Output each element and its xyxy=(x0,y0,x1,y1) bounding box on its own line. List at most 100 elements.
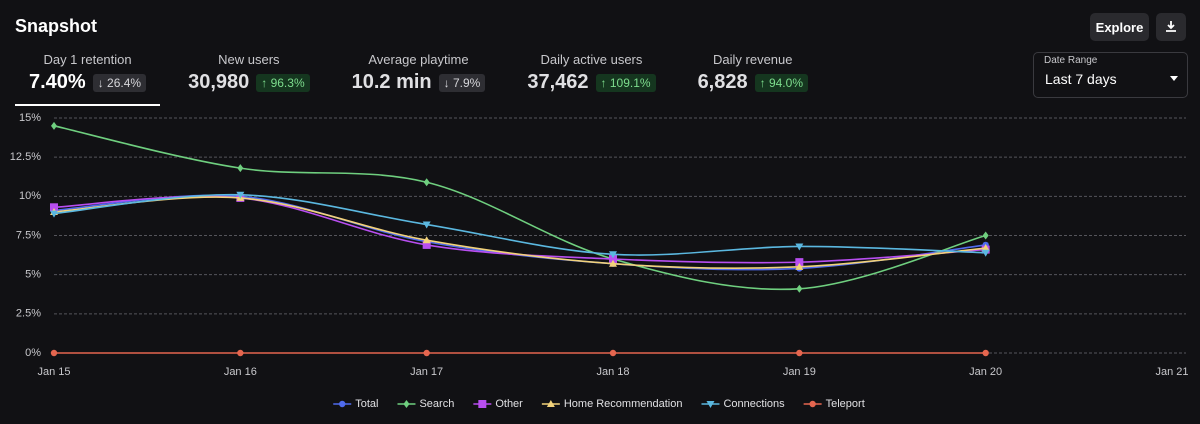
metric-value: 37,462 xyxy=(527,71,589,93)
point xyxy=(610,255,616,263)
metric-label: Daily revenue xyxy=(713,52,793,67)
point xyxy=(981,249,990,257)
x-tick-label: Jan 20 xyxy=(969,366,1002,378)
point xyxy=(51,121,57,130)
series-line xyxy=(53,193,986,256)
legend-marker xyxy=(403,400,410,408)
series-line xyxy=(53,196,986,269)
point xyxy=(795,243,804,251)
metric-label: Average playtime xyxy=(368,52,469,67)
date-range-select[interactable]: Date Range Last 7 days xyxy=(1033,52,1188,98)
caret xyxy=(1170,76,1178,81)
point xyxy=(237,349,244,357)
metrics: Day 1 retention 7.40% ↓ 26.4% New users 30,9… xyxy=(15,52,822,106)
point xyxy=(609,349,617,357)
point xyxy=(982,241,989,249)
metric-card[interactable]: Daily active users 37,462 ↑ 109.1% xyxy=(513,52,669,106)
point xyxy=(795,262,804,270)
metric-card[interactable]: Daily revenue 6,828 ↑ 94.0% xyxy=(684,52,822,106)
page-title: Snapshot xyxy=(15,16,98,36)
y-tick-label: 0% xyxy=(25,347,41,359)
legend-marker xyxy=(339,400,346,408)
legend-label: Total xyxy=(355,398,378,410)
point xyxy=(423,178,430,187)
metric-label: Daily active users xyxy=(540,52,643,67)
legend-label: Connections xyxy=(723,398,785,410)
metric-change: ↓ 7.9% xyxy=(438,73,486,92)
y-tick-label: 12.5% xyxy=(10,151,41,163)
legend-label: Other xyxy=(495,398,523,410)
date-range-value: Last 7 days xyxy=(1045,71,1117,87)
legend-marker xyxy=(546,400,555,407)
metric-row: 7.40% ↓ 26.4% xyxy=(15,71,160,94)
x-tick-label: Jan 18 xyxy=(596,366,629,378)
point xyxy=(422,236,431,244)
metric-row: 30,980 ↑ 96.3% xyxy=(174,71,324,94)
x-tick-label: Jan 17 xyxy=(410,366,443,378)
metric-row: 10.2 min ↓ 7.9% xyxy=(338,71,500,94)
metric-card[interactable]: New users 30,980 ↑ 96.3% xyxy=(174,52,324,106)
metric-value: 30,980 xyxy=(188,71,250,93)
download-icon xyxy=(1166,21,1176,32)
point xyxy=(796,265,803,272)
point xyxy=(50,203,58,212)
x-tick-label: Jan 16 xyxy=(224,366,257,378)
point xyxy=(981,245,990,254)
point xyxy=(237,164,244,173)
y-tick-label: 10% xyxy=(19,190,41,202)
point xyxy=(50,349,58,357)
y-tick-label: 15% xyxy=(19,112,41,124)
point xyxy=(796,349,803,357)
metric-label: New users xyxy=(218,52,280,67)
y-tick-label: 7.5% xyxy=(16,229,41,241)
metric-row: 6,828 ↑ 94.0% xyxy=(684,71,822,94)
point xyxy=(236,193,245,201)
legend-label: Home Recommendation xyxy=(564,398,683,410)
metric-change: ↓ 26.4% xyxy=(92,73,147,92)
legend-marker xyxy=(478,400,487,408)
point xyxy=(796,284,803,293)
point xyxy=(50,208,58,215)
point xyxy=(609,260,617,267)
series-line xyxy=(53,125,986,291)
y-tick-label: 5% xyxy=(25,269,41,281)
point xyxy=(609,255,617,263)
point xyxy=(236,191,245,199)
legend-marker xyxy=(809,400,816,408)
legend-label: Search xyxy=(419,398,454,410)
metric-change: ↑ 109.1% xyxy=(595,73,656,92)
point xyxy=(236,193,245,202)
point xyxy=(423,238,430,245)
metric-label: Day 1 retention xyxy=(43,52,132,67)
point xyxy=(795,258,804,267)
point xyxy=(423,349,430,357)
x-tick-label: Jan 21 xyxy=(1155,366,1188,378)
metric-value: 10.2 min xyxy=(351,71,432,93)
metric-row: 37,462 ↑ 109.1% xyxy=(513,71,669,94)
series-line xyxy=(53,194,986,271)
metric-card[interactable]: Average playtime 10.2 min ↓ 7.9% xyxy=(338,52,500,106)
download-button[interactable] xyxy=(1156,13,1186,41)
explore-button[interactable]: Explore xyxy=(1090,13,1149,41)
y-tick-label: 2.5% xyxy=(16,308,41,320)
point xyxy=(609,251,617,259)
metric-change: ↑ 94.0% xyxy=(754,73,808,92)
metric-value: 6,828 xyxy=(697,71,748,93)
legend-marker xyxy=(706,401,715,408)
point xyxy=(50,207,58,214)
point xyxy=(422,221,431,229)
point xyxy=(981,244,990,252)
point xyxy=(237,193,244,200)
metric-card[interactable]: Day 1 retention 7.40% ↓ 26.4% xyxy=(15,52,161,106)
point xyxy=(982,231,989,240)
point xyxy=(50,210,58,218)
metric-value: 7.40% xyxy=(29,71,86,93)
legend-label: Teleport xyxy=(826,398,865,410)
series-line xyxy=(53,195,986,264)
x-tick-label: Jan 15 xyxy=(37,366,70,378)
date-range-label: Date Range xyxy=(1044,55,1098,66)
x-tick-label: Jan 19 xyxy=(783,366,816,378)
point xyxy=(422,240,431,249)
point xyxy=(609,259,617,267)
